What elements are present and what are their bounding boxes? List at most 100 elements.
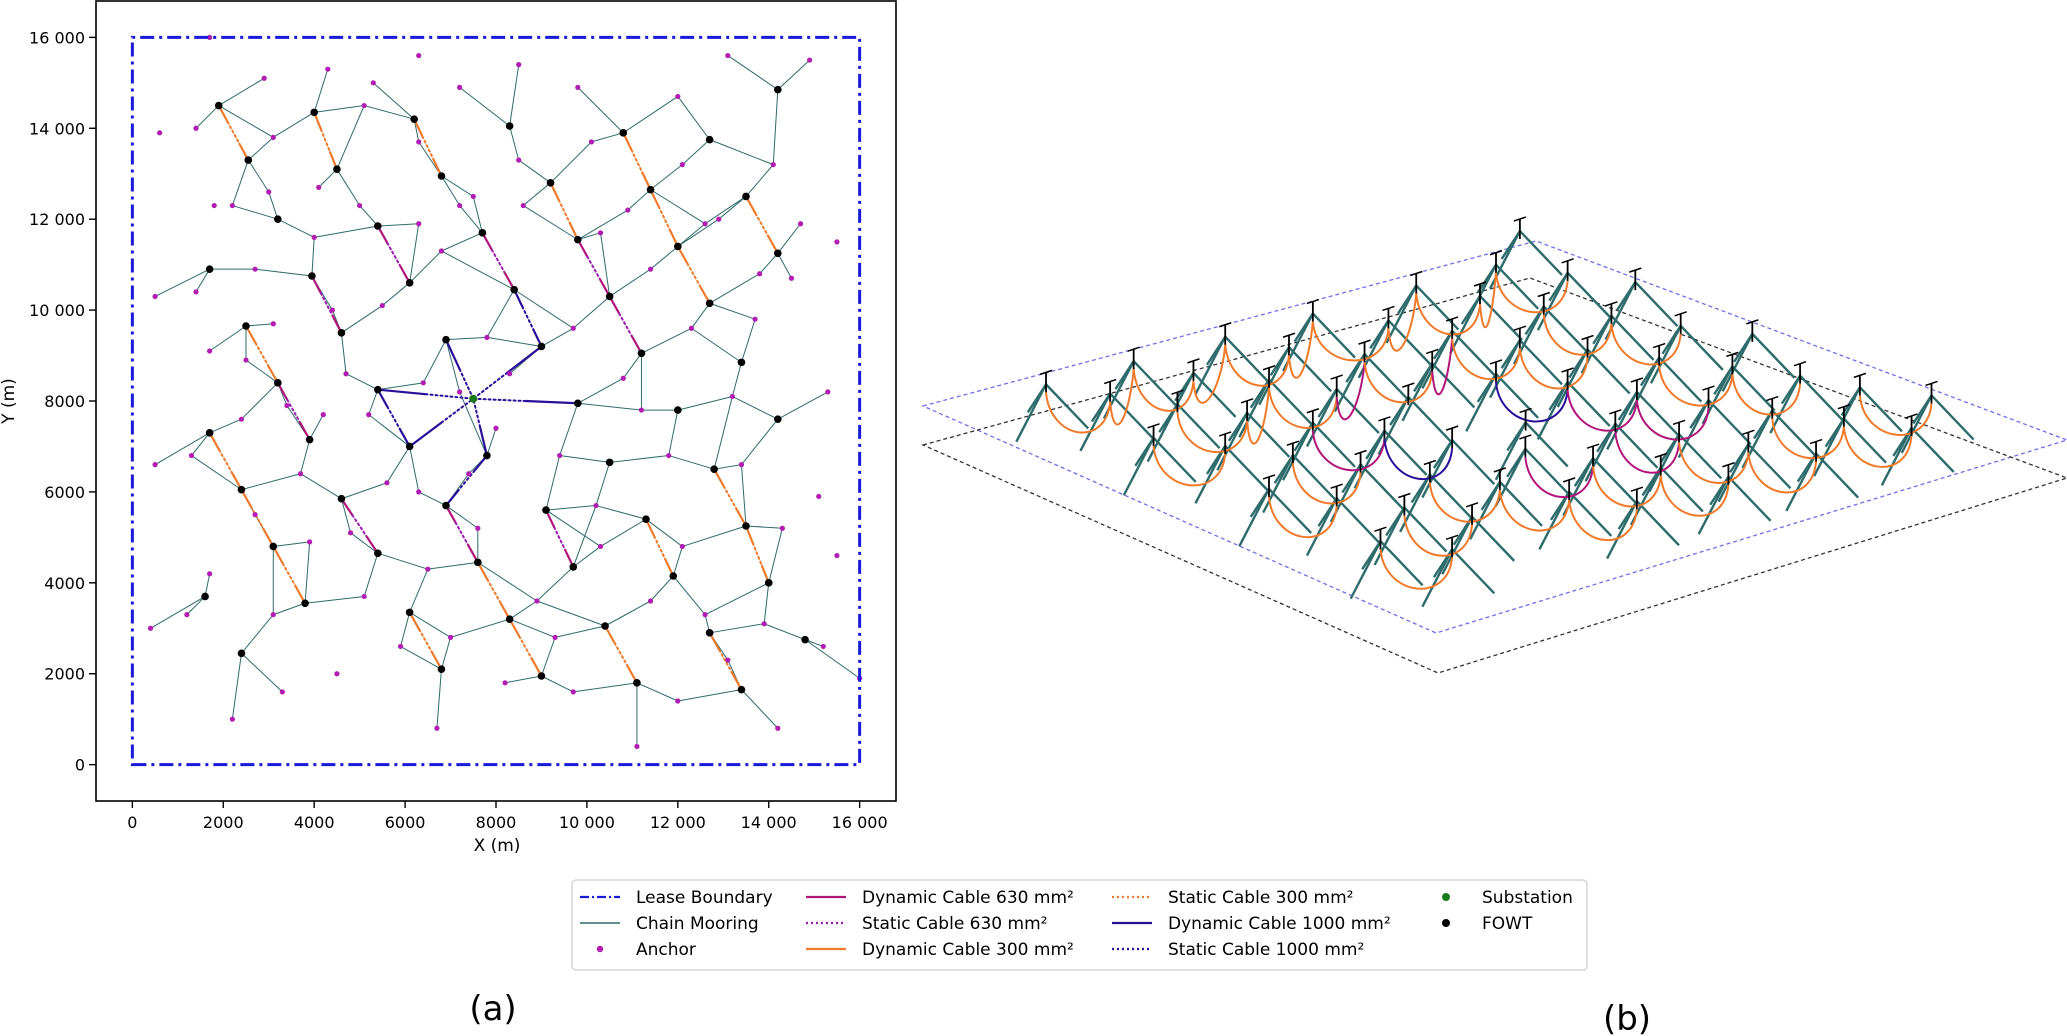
mooring-line-3d bbox=[1397, 284, 1418, 315]
chain-mooring-line bbox=[704, 196, 747, 225]
mooring-line-3d bbox=[1361, 540, 1382, 570]
fowt-point bbox=[642, 515, 650, 523]
mooring-line-3d bbox=[1524, 421, 1569, 468]
mooring-line-3d bbox=[1205, 445, 1227, 475]
cable-3d bbox=[1311, 321, 1390, 362]
legend-marker bbox=[1442, 893, 1450, 901]
cable-sta_630 bbox=[618, 312, 633, 338]
cable-3d bbox=[1287, 321, 1314, 379]
chain-mooring-line bbox=[377, 223, 419, 227]
chain-mooring-line bbox=[559, 403, 579, 456]
chain-mooring-line bbox=[627, 189, 651, 211]
chain-mooring-line bbox=[600, 232, 611, 297]
anchor-point bbox=[729, 393, 735, 400]
anchor-point bbox=[597, 543, 604, 550]
fowt-point bbox=[801, 635, 809, 644]
chain-mooring-line bbox=[445, 339, 461, 393]
chain-mooring-line bbox=[154, 268, 210, 297]
cable-3d bbox=[1387, 293, 1418, 352]
mooring-line-3d bbox=[1573, 457, 1595, 487]
fowt-point bbox=[674, 242, 682, 251]
chain-mooring-line bbox=[311, 237, 315, 277]
mooring-line-3d bbox=[1268, 488, 1313, 534]
anchor-point bbox=[357, 202, 363, 209]
fowt-point bbox=[301, 599, 309, 608]
chain-mooring-line bbox=[536, 566, 574, 602]
legend-entry-lease_boundary: Lease Boundary bbox=[580, 888, 773, 908]
chain-mooring-line bbox=[600, 518, 647, 547]
chain-mooring-line bbox=[450, 618, 510, 638]
anchor-point bbox=[679, 162, 685, 168]
chain-mooring-line bbox=[504, 675, 542, 684]
cable-sta_1000 bbox=[472, 397, 482, 429]
chain-mooring-line bbox=[536, 600, 606, 627]
anchor-point bbox=[147, 625, 154, 631]
cable-3d bbox=[1152, 445, 1227, 487]
fowt-point bbox=[774, 415, 782, 423]
turbine-rotor-3d bbox=[1519, 434, 1532, 440]
chain-mooring-line bbox=[772, 89, 779, 165]
chain-mooring-line bbox=[650, 246, 679, 270]
turbine-rotor-3d bbox=[1605, 301, 1618, 307]
turbine-rotor-3d bbox=[1766, 395, 1779, 402]
mooring-line-3d bbox=[1596, 423, 1617, 453]
fowt-point bbox=[574, 399, 582, 408]
fowt-point bbox=[619, 129, 628, 137]
cable-3d bbox=[1415, 293, 1481, 336]
chain-mooring-line bbox=[591, 132, 624, 143]
chain-mooring-line bbox=[341, 482, 388, 500]
anchor-point bbox=[297, 471, 304, 477]
fowt-point bbox=[437, 172, 446, 180]
anchor-point bbox=[193, 289, 199, 295]
mooring-line-3d bbox=[1385, 506, 1406, 537]
chain-mooring-line bbox=[540, 637, 556, 677]
anchor-point bbox=[675, 93, 681, 100]
chain-mooring-line bbox=[718, 196, 747, 220]
cable-3d bbox=[1132, 369, 1195, 412]
turbine-rotor-3d bbox=[1147, 423, 1160, 429]
plot-frame bbox=[95, 0, 897, 802]
chain-mooring-line bbox=[440, 637, 452, 670]
lease-boundary-3d bbox=[921, 240, 2067, 634]
turbine-rotor-3d bbox=[1519, 407, 1532, 414]
turbine-rotor-3d bbox=[1423, 459, 1437, 466]
mooring-line-3d bbox=[1158, 403, 1179, 433]
mooring-line-3d bbox=[1383, 429, 1428, 476]
anchor-point bbox=[675, 698, 681, 704]
y-tick-label: 10 000 bbox=[29, 301, 85, 320]
cable-3d bbox=[1479, 272, 1497, 329]
chain-mooring-line bbox=[682, 139, 710, 166]
chain-mooring-line bbox=[768, 528, 783, 583]
fowt-point bbox=[337, 494, 346, 503]
chain-mooring-line bbox=[204, 573, 211, 597]
legend-entry-substation: Substation bbox=[1442, 888, 1573, 908]
anchor-point bbox=[261, 75, 267, 81]
anchor-point bbox=[307, 539, 313, 545]
turbine-rotor-3d bbox=[1425, 348, 1439, 355]
chain-mooring-line bbox=[745, 164, 774, 197]
chain-mooring-line bbox=[577, 87, 624, 134]
chain-mooring-line bbox=[672, 546, 683, 577]
cable-sta_1000 bbox=[472, 397, 527, 402]
turbine-rotor-3d bbox=[1127, 346, 1140, 352]
turbine-rotor-3d bbox=[1306, 408, 1320, 414]
fowt-point bbox=[737, 685, 746, 694]
mooring-line-3d bbox=[1479, 295, 1524, 341]
chain-mooring-line bbox=[336, 168, 361, 206]
cable-sta_300 bbox=[718, 648, 733, 674]
anchor-point bbox=[229, 202, 235, 209]
cable-sta_1000 bbox=[424, 393, 475, 400]
cable-3d bbox=[1858, 395, 1933, 436]
chain-mooring-line bbox=[550, 141, 592, 184]
legend-label: Dynamic Cable 300 mm² bbox=[862, 940, 1074, 960]
anchor-point bbox=[638, 407, 645, 413]
chain-mooring-line bbox=[241, 382, 279, 420]
mooring-line-3d bbox=[1499, 481, 1543, 527]
mooring-line-3d bbox=[1273, 454, 1294, 484]
turbine-rotor-3d bbox=[1039, 369, 1053, 376]
anchor-point bbox=[361, 102, 367, 109]
anchor-point bbox=[557, 452, 563, 459]
fowt-point bbox=[742, 192, 750, 201]
anchor-point bbox=[825, 389, 831, 395]
chain-mooring-line bbox=[150, 596, 206, 629]
